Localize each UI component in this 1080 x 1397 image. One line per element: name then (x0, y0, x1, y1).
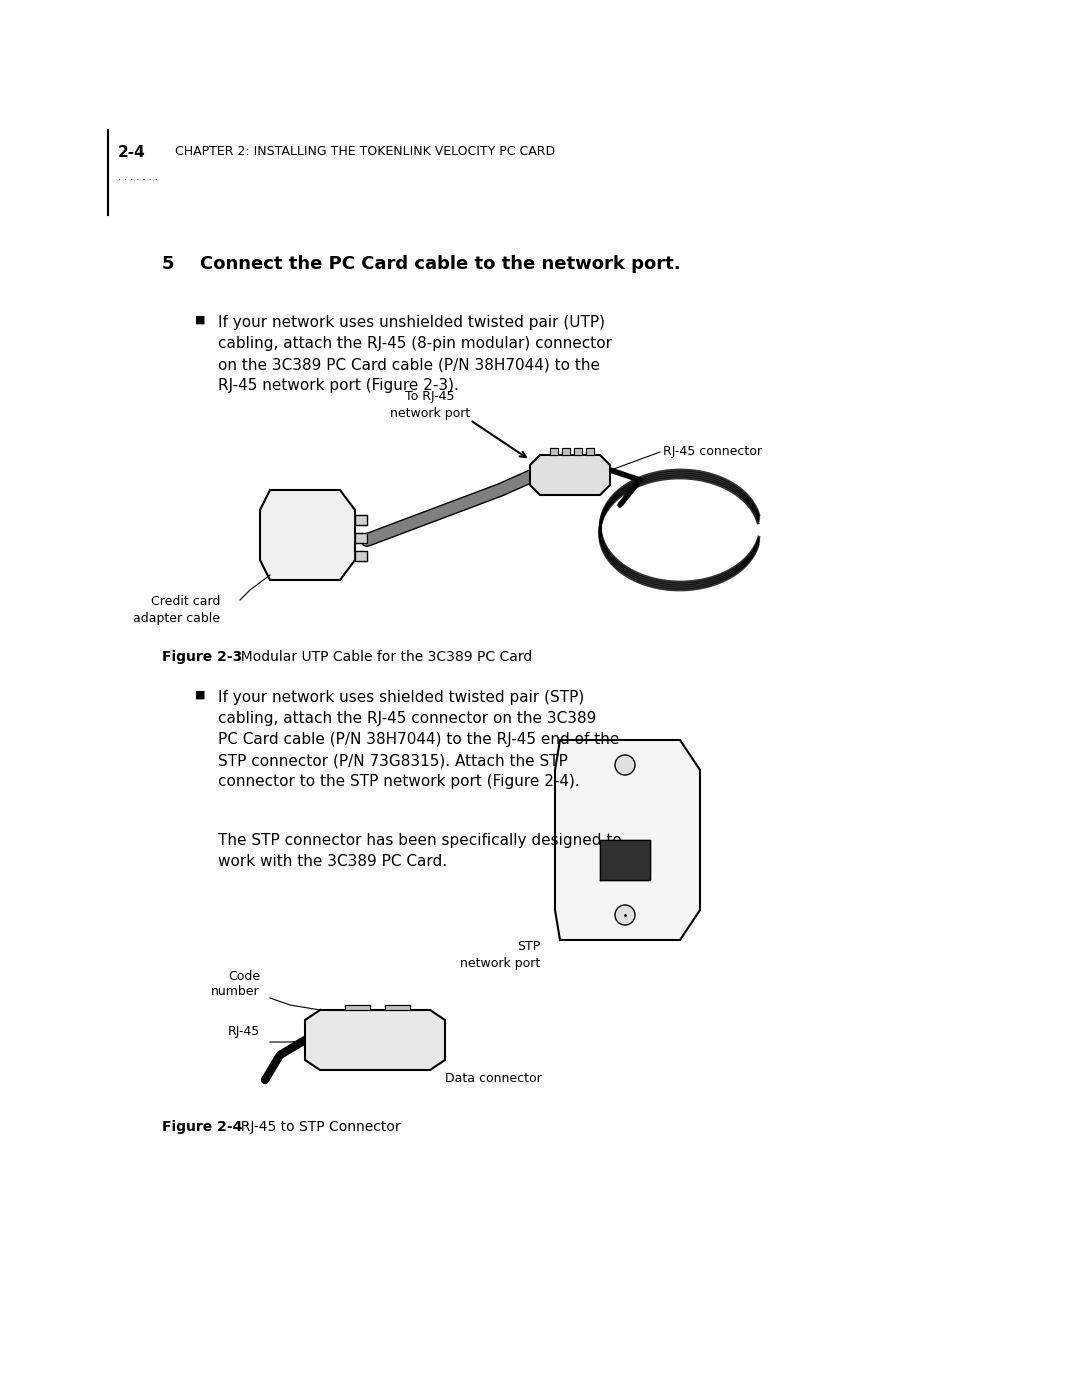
Polygon shape (530, 455, 610, 495)
Polygon shape (600, 840, 650, 880)
Text: Code
number: Code number (212, 970, 260, 997)
Text: RJ-45: RJ-45 (228, 1025, 260, 1038)
Text: Data connector: Data connector (445, 1071, 542, 1085)
Text: 2-4: 2-4 (118, 145, 146, 161)
Text: network port: network port (460, 957, 540, 970)
Polygon shape (355, 534, 367, 543)
Circle shape (615, 905, 635, 925)
Text: Modular UTP Cable for the 3C389 PC Card: Modular UTP Cable for the 3C389 PC Card (232, 650, 532, 664)
Text: · · · · · · ·: · · · · · · · (118, 175, 158, 184)
Text: STP: STP (516, 940, 540, 953)
Polygon shape (355, 515, 367, 525)
Polygon shape (260, 490, 355, 580)
Text: To RJ-45: To RJ-45 (405, 390, 455, 402)
Polygon shape (555, 740, 700, 940)
Polygon shape (355, 550, 367, 562)
Polygon shape (550, 448, 558, 455)
Circle shape (615, 754, 635, 775)
Text: 5: 5 (162, 256, 175, 272)
Text: network port: network port (390, 407, 470, 420)
Polygon shape (562, 448, 570, 455)
Polygon shape (586, 448, 594, 455)
Text: Figure 2-3: Figure 2-3 (162, 650, 242, 664)
Text: The STP connector has been specifically designed to
work with the 3C389 PC Card.: The STP connector has been specifically … (218, 833, 622, 869)
Polygon shape (305, 1010, 445, 1070)
Text: RJ-45 to STP Connector: RJ-45 to STP Connector (232, 1120, 401, 1134)
Text: ■: ■ (195, 314, 205, 326)
Text: ■: ■ (195, 690, 205, 700)
Text: Credit card: Credit card (150, 595, 220, 608)
Text: RJ-45 connector: RJ-45 connector (663, 446, 762, 458)
Polygon shape (573, 448, 582, 455)
Text: Figure 2-4: Figure 2-4 (162, 1120, 242, 1134)
Polygon shape (384, 1004, 410, 1010)
Polygon shape (345, 1004, 370, 1010)
Text: Connect the PC Card cable to the network port.: Connect the PC Card cable to the network… (200, 256, 680, 272)
Text: adapter cable: adapter cable (133, 612, 220, 624)
Text: CHAPTER 2: INSTALLING THE TOKENLINK VELOCITY PC CARD: CHAPTER 2: INSTALLING THE TOKENLINK VELO… (175, 145, 555, 158)
Text: If your network uses shielded twisted pair (STP)
cabling, attach the RJ-45 conne: If your network uses shielded twisted pa… (218, 690, 619, 789)
Text: If your network uses unshielded twisted pair (UTP)
cabling, attach the RJ-45 (8-: If your network uses unshielded twisted … (218, 314, 612, 393)
